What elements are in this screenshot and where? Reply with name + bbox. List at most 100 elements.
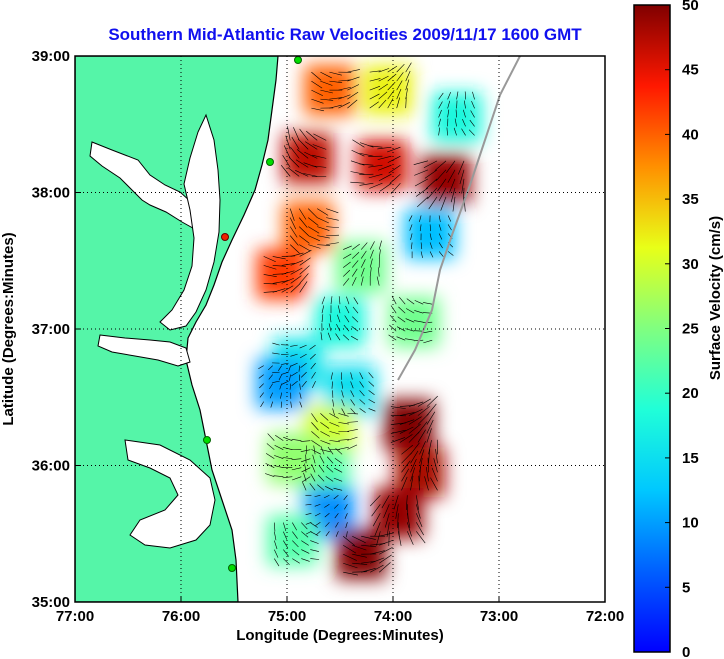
velocity-arrow xyxy=(396,80,403,91)
velocity-arrow xyxy=(310,549,319,552)
velocity-arrow xyxy=(452,196,456,212)
velocity-arrow xyxy=(379,547,393,555)
velocity-arrow xyxy=(410,442,420,455)
velocity-arrow xyxy=(258,365,264,370)
velocity-arrow xyxy=(426,395,438,407)
velocity-arrow xyxy=(311,98,324,104)
velocity-arrow xyxy=(429,233,432,241)
velocity-arrow xyxy=(305,512,312,516)
velocity-arrow xyxy=(333,495,339,500)
velocity-arrow xyxy=(338,86,351,91)
velocity-arrow xyxy=(351,326,359,332)
velocity-arrow xyxy=(338,413,349,417)
y-tick-label: 36:00 xyxy=(32,458,70,475)
velocity-arrow xyxy=(295,159,309,168)
velocity-arrow xyxy=(333,487,343,491)
velocity-arrow xyxy=(343,253,352,259)
velocity-arrow xyxy=(330,296,333,305)
velocity-arrow xyxy=(325,531,330,537)
velocity-arrow xyxy=(299,392,302,399)
velocity-arrow xyxy=(291,136,300,150)
velocity-arrow xyxy=(301,522,308,530)
velocity-arrow xyxy=(308,226,320,234)
velocity-arrow xyxy=(289,208,295,221)
velocity-arrow xyxy=(428,440,432,455)
colorbar-tick-label: 0 xyxy=(682,644,690,659)
velocity-arrow xyxy=(387,73,397,82)
velocity-arrow xyxy=(388,164,401,174)
velocity-arrow xyxy=(282,447,293,450)
velocity-arrow xyxy=(453,127,457,136)
velocity-arrow xyxy=(419,215,422,222)
station-marker xyxy=(228,564,236,572)
velocity-arrow xyxy=(398,306,406,314)
velocity-arrow xyxy=(321,305,325,314)
velocity-arrow xyxy=(323,495,330,499)
velocity-arrow xyxy=(389,314,397,323)
velocity-arrow xyxy=(290,362,298,367)
velocity-arrow xyxy=(318,464,325,473)
velocity-arrow xyxy=(351,268,358,277)
velocity-arrow xyxy=(387,90,395,100)
x-tick-label: 74:00 xyxy=(374,608,412,625)
velocity-arrow xyxy=(259,383,264,389)
velocity-arrow xyxy=(410,233,413,240)
velocity-arrow xyxy=(326,226,339,229)
velocity-arrow xyxy=(410,450,419,464)
velocity-arrow xyxy=(359,408,366,413)
velocity-arrow xyxy=(383,504,390,518)
velocity-arrow xyxy=(274,455,284,459)
velocity-arrow xyxy=(328,323,332,332)
velocity-arrow xyxy=(359,372,364,380)
velocity-arrow xyxy=(338,94,351,100)
velocity-arrow xyxy=(423,302,433,305)
velocity-arrow xyxy=(320,332,323,341)
velocity-arrow xyxy=(343,535,356,546)
velocity-arrow xyxy=(347,429,358,432)
velocity-arrow xyxy=(393,495,399,510)
velocity-arrow xyxy=(410,475,414,491)
velocity-arrow xyxy=(359,381,364,388)
bay-main xyxy=(159,113,221,331)
velocity-arrow xyxy=(438,215,441,223)
velocity-arrow xyxy=(419,224,422,232)
velocity-arrow xyxy=(351,252,360,259)
x-axis-label: Longitude (Degrees:Minutes) xyxy=(236,627,444,644)
velocity-arrow xyxy=(361,568,376,573)
velocity-arrow xyxy=(447,91,451,100)
velocity-arrow xyxy=(287,126,291,141)
velocity-arrow xyxy=(399,412,415,416)
velocity-arrow xyxy=(283,436,293,441)
velocity-arrow xyxy=(311,464,316,473)
velocity-arrow xyxy=(369,241,375,250)
velocity-arrow xyxy=(292,522,297,531)
velocity-arrow xyxy=(457,160,465,175)
velocity-arrow xyxy=(468,129,475,136)
velocity-arrow xyxy=(401,452,412,464)
velocity-arrow xyxy=(399,296,406,305)
velocity-arrow xyxy=(299,128,309,141)
velocity-arrow xyxy=(428,448,431,464)
velocity-arrow xyxy=(336,323,341,332)
velocity-arrow xyxy=(263,256,276,263)
velocity-arrow xyxy=(281,353,289,355)
velocity-arrow xyxy=(329,97,343,100)
velocity-arrow xyxy=(372,513,381,527)
velocity-arrow xyxy=(430,477,438,491)
velocity-arrow xyxy=(438,233,443,240)
velocity-arrow xyxy=(416,513,423,527)
velocity-arrow xyxy=(379,554,392,564)
velocity-arrow xyxy=(413,160,429,165)
colorbar-tick-label: 35 xyxy=(682,191,699,208)
velocity-arrow xyxy=(438,187,447,202)
velocity-arrow xyxy=(320,413,329,421)
velocity-arrow xyxy=(423,330,433,334)
velocity-arrow xyxy=(396,97,401,109)
velocity-arrow xyxy=(283,549,289,557)
velocity-arrow xyxy=(359,152,374,157)
velocity-arrow xyxy=(360,259,366,268)
velocity-arrow xyxy=(401,468,410,482)
velocity-arrow xyxy=(379,539,394,546)
velocity-arrow xyxy=(368,390,375,395)
